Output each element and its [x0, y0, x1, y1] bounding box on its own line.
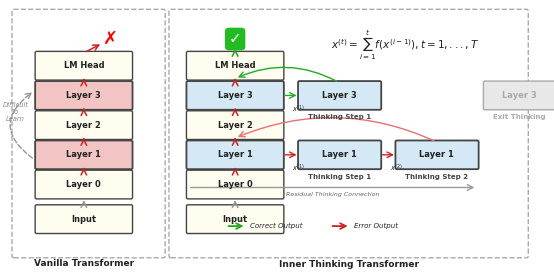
Text: Layer 1: Layer 1: [66, 150, 101, 159]
Text: Layer 2: Layer 2: [218, 121, 253, 130]
Text: Difficult
To
Learn: Difficult To Learn: [3, 102, 29, 122]
Text: Thinking Step 1: Thinking Step 1: [307, 174, 371, 180]
FancyBboxPatch shape: [484, 81, 554, 110]
Text: $x^{(1)}$: $x^{(1)}$: [292, 103, 305, 115]
FancyBboxPatch shape: [187, 170, 284, 199]
Text: Inner Thinking Transformer: Inner Thinking Transformer: [279, 260, 419, 269]
FancyBboxPatch shape: [298, 81, 381, 110]
Text: Layer 3: Layer 3: [66, 91, 101, 100]
FancyBboxPatch shape: [35, 81, 132, 110]
FancyBboxPatch shape: [187, 51, 284, 80]
Text: Input: Input: [223, 215, 248, 224]
FancyBboxPatch shape: [35, 141, 132, 169]
FancyBboxPatch shape: [35, 205, 132, 233]
Text: $x^{(1)}$: $x^{(1)}$: [292, 163, 305, 174]
Text: Layer 3: Layer 3: [218, 91, 253, 100]
FancyBboxPatch shape: [169, 9, 529, 258]
Text: LM Head: LM Head: [215, 61, 255, 70]
Text: Layer 0: Layer 0: [66, 180, 101, 189]
Text: Layer 1: Layer 1: [419, 150, 454, 159]
Text: Layer 0: Layer 0: [218, 180, 253, 189]
FancyBboxPatch shape: [187, 81, 284, 110]
FancyBboxPatch shape: [298, 141, 381, 169]
Text: Vanilla Transformer: Vanilla Transformer: [34, 259, 134, 268]
Text: Thinking Step 1: Thinking Step 1: [307, 114, 371, 120]
Text: Exit Thinking: Exit Thinking: [494, 114, 546, 120]
Text: Thinking Step 2: Thinking Step 2: [405, 174, 468, 180]
Text: Layer 2: Layer 2: [66, 121, 101, 130]
Text: Layer 3: Layer 3: [322, 91, 357, 100]
FancyBboxPatch shape: [187, 141, 284, 169]
FancyBboxPatch shape: [35, 111, 132, 139]
Text: Error Output: Error Output: [355, 223, 398, 229]
FancyBboxPatch shape: [35, 170, 132, 199]
Text: Input: Input: [71, 215, 96, 224]
Text: Residual Thinking Connection: Residual Thinking Connection: [286, 192, 379, 197]
Text: Layer 1: Layer 1: [218, 150, 253, 159]
Text: Layer 1: Layer 1: [322, 150, 357, 159]
Text: LM Head: LM Head: [64, 61, 104, 70]
FancyBboxPatch shape: [396, 141, 479, 169]
FancyBboxPatch shape: [187, 205, 284, 233]
Text: ✓: ✓: [229, 32, 242, 46]
Text: Layer 3: Layer 3: [502, 91, 537, 100]
Text: $x^{(2)}$: $x^{(2)}$: [389, 163, 402, 174]
FancyBboxPatch shape: [12, 9, 165, 258]
FancyBboxPatch shape: [187, 111, 284, 139]
Text: Correct Output: Correct Output: [250, 223, 303, 229]
Text: $x^{(t)} = \sum_{i=1}^{t} f\left(x^{(i-1)}\right), t = 1, ..., T$: $x^{(t)} = \sum_{i=1}^{t} f\left(x^{(i-1…: [331, 29, 479, 62]
FancyBboxPatch shape: [35, 51, 132, 80]
Text: ✗: ✗: [102, 30, 118, 48]
